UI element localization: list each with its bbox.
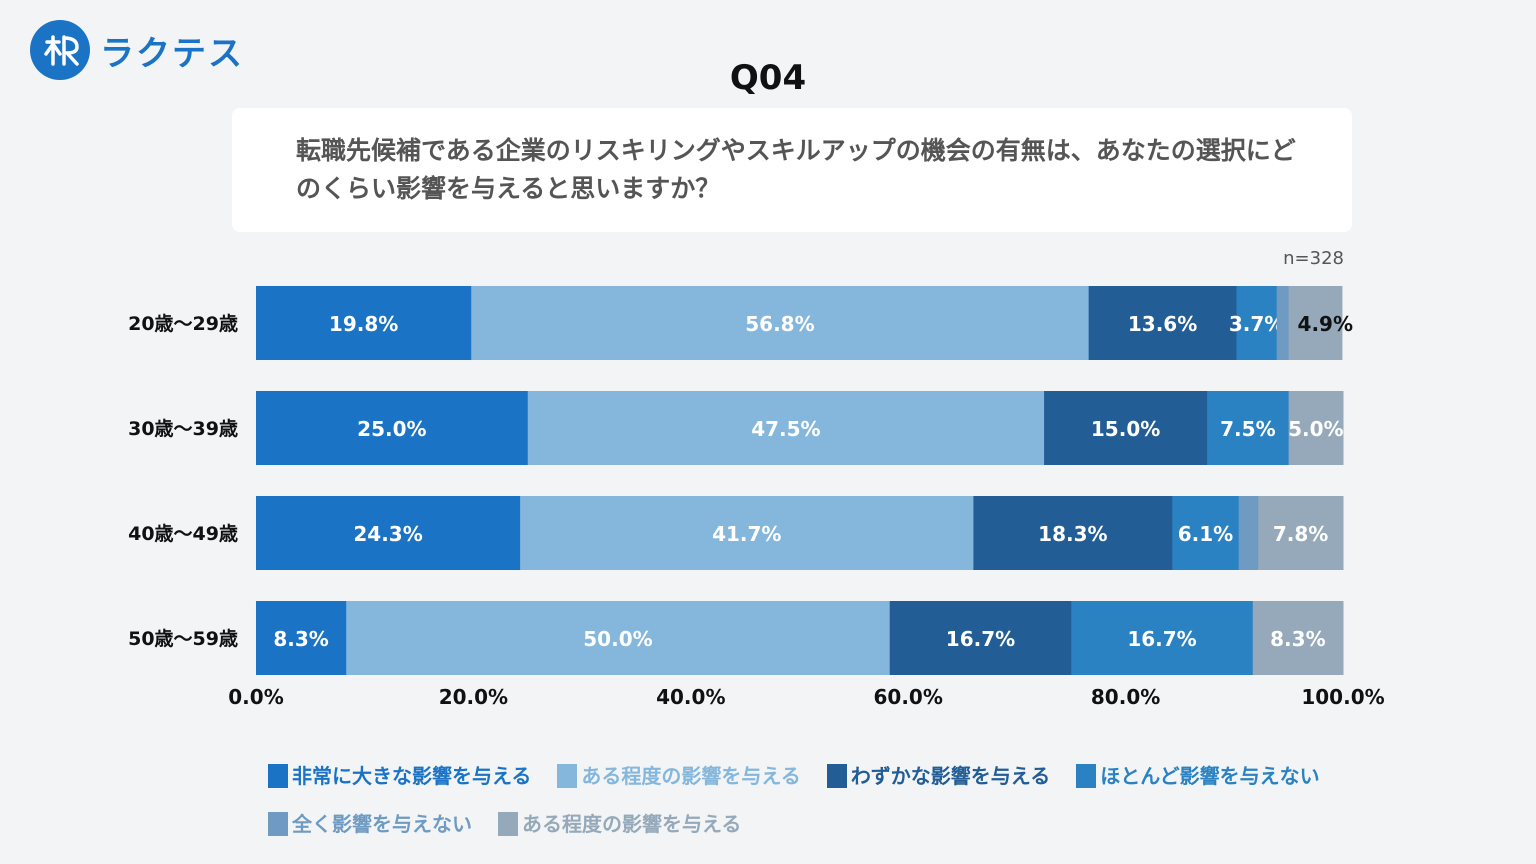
question-number: Q04 (729, 58, 807, 98)
bar-segment (520, 496, 974, 570)
bar-segment (1288, 286, 1343, 360)
data-label: 13.6% (1128, 312, 1197, 336)
category-label: 50歳〜59歳 (128, 628, 238, 650)
category-label: 30歳〜39歳 (128, 418, 238, 440)
data-label: 8.3% (273, 627, 328, 651)
legend-swatch (557, 764, 578, 788)
legend-swatch (498, 812, 518, 836)
data-label: 19.8% (329, 312, 398, 336)
bar-segment (1088, 286, 1237, 360)
logo-icon (30, 20, 90, 80)
data-label: 47.5% (751, 417, 820, 441)
bar-segment (471, 286, 1090, 360)
bar-segment (1172, 496, 1240, 570)
bar-segment (256, 391, 529, 465)
brand-logo: ラクテス (30, 20, 244, 80)
data-label: 25.0% (357, 417, 426, 441)
legend-item: 非常に大きな影響を与える (268, 762, 531, 790)
legend-item: ある程度の影響を与える (557, 762, 801, 790)
data-label: 16.7% (946, 627, 1015, 651)
data-label: 6.1% (1178, 522, 1233, 546)
question-box (232, 108, 1352, 232)
data-label: 8.3% (1270, 627, 1325, 651)
bar-segment (1288, 391, 1344, 465)
bar-segment (1044, 391, 1208, 465)
data-label: 3.7% (1229, 312, 1284, 336)
legend-label: 非常に大きな影響を与える (292, 764, 532, 788)
data-label: 41.7% (712, 522, 781, 546)
legend-label: ある程度の影響を与える (522, 812, 742, 836)
legend-label: ある程度の影響を与える (581, 764, 801, 788)
bar-segment (527, 391, 1045, 465)
legend-item: ほとんど影響を与えない (1076, 762, 1320, 790)
brand-name: ラクテス (100, 33, 244, 74)
legend-item: ある程度の影響を与える (498, 810, 741, 838)
question-text: 転職先候補である企業のリスキリングやスキルアップの機会の有無は、あなたの選択にど… (296, 136, 1296, 203)
bar-segment (1252, 601, 1344, 675)
data-label: 18.3% (1038, 522, 1107, 546)
x-tick-label: 20.0% (439, 685, 508, 709)
data-label: 7.5% (1220, 417, 1275, 441)
legend-item: 全く影響を与えない (268, 810, 472, 838)
legend-label: わずかな影響を与える (850, 764, 1051, 788)
bar-segment (1276, 286, 1290, 360)
x-tick-label: 100.0% (1301, 685, 1384, 709)
x-tick-label: 60.0% (874, 685, 943, 709)
data-label: 5.0% (1288, 417, 1343, 441)
data-label: 24.3% (353, 522, 422, 546)
legend-label: ほとんど影響を与えない (1100, 764, 1320, 788)
bar-segment (1238, 496, 1259, 570)
sample-size: n=328 (1283, 248, 1344, 269)
bar-segment (1236, 286, 1278, 360)
data-label: 4.9% (1298, 312, 1353, 336)
data-label: 7.8% (1273, 522, 1328, 546)
bar-segment (973, 496, 1173, 570)
x-tick-label: 40.0% (656, 685, 725, 709)
bar-segment (346, 601, 891, 675)
bar-segment (1258, 496, 1344, 570)
category-label: 20歳〜29歳 (128, 313, 238, 335)
x-tick-label: 80.0% (1091, 685, 1160, 709)
legend-swatch (1076, 764, 1097, 788)
data-label: 16.7% (1127, 627, 1196, 651)
chart-legend: 非常に大きな影響を与える ある程度の影響を与える わずかな影響を与える ほとんど影響を… (268, 762, 1388, 838)
bar-segment (1207, 391, 1290, 465)
bar-segment (256, 601, 347, 675)
bar-segment (1071, 601, 1254, 675)
legend-swatch (268, 764, 288, 788)
bar-segment (889, 601, 1072, 675)
x-tick-label: 0.0% (228, 685, 283, 709)
legend-swatch (826, 764, 847, 788)
legend-label: 全く影響を与えない (292, 812, 472, 836)
category-label: 40歳〜49歳 (128, 523, 238, 545)
data-label: 56.8% (745, 312, 814, 336)
legend-swatch (268, 812, 288, 836)
legend-item: わずかな影響を与える (826, 762, 1051, 790)
bar-segment (256, 496, 521, 570)
data-label: 50.0% (583, 627, 652, 651)
data-label: 15.0% (1091, 417, 1160, 441)
bar-segment (256, 286, 472, 360)
